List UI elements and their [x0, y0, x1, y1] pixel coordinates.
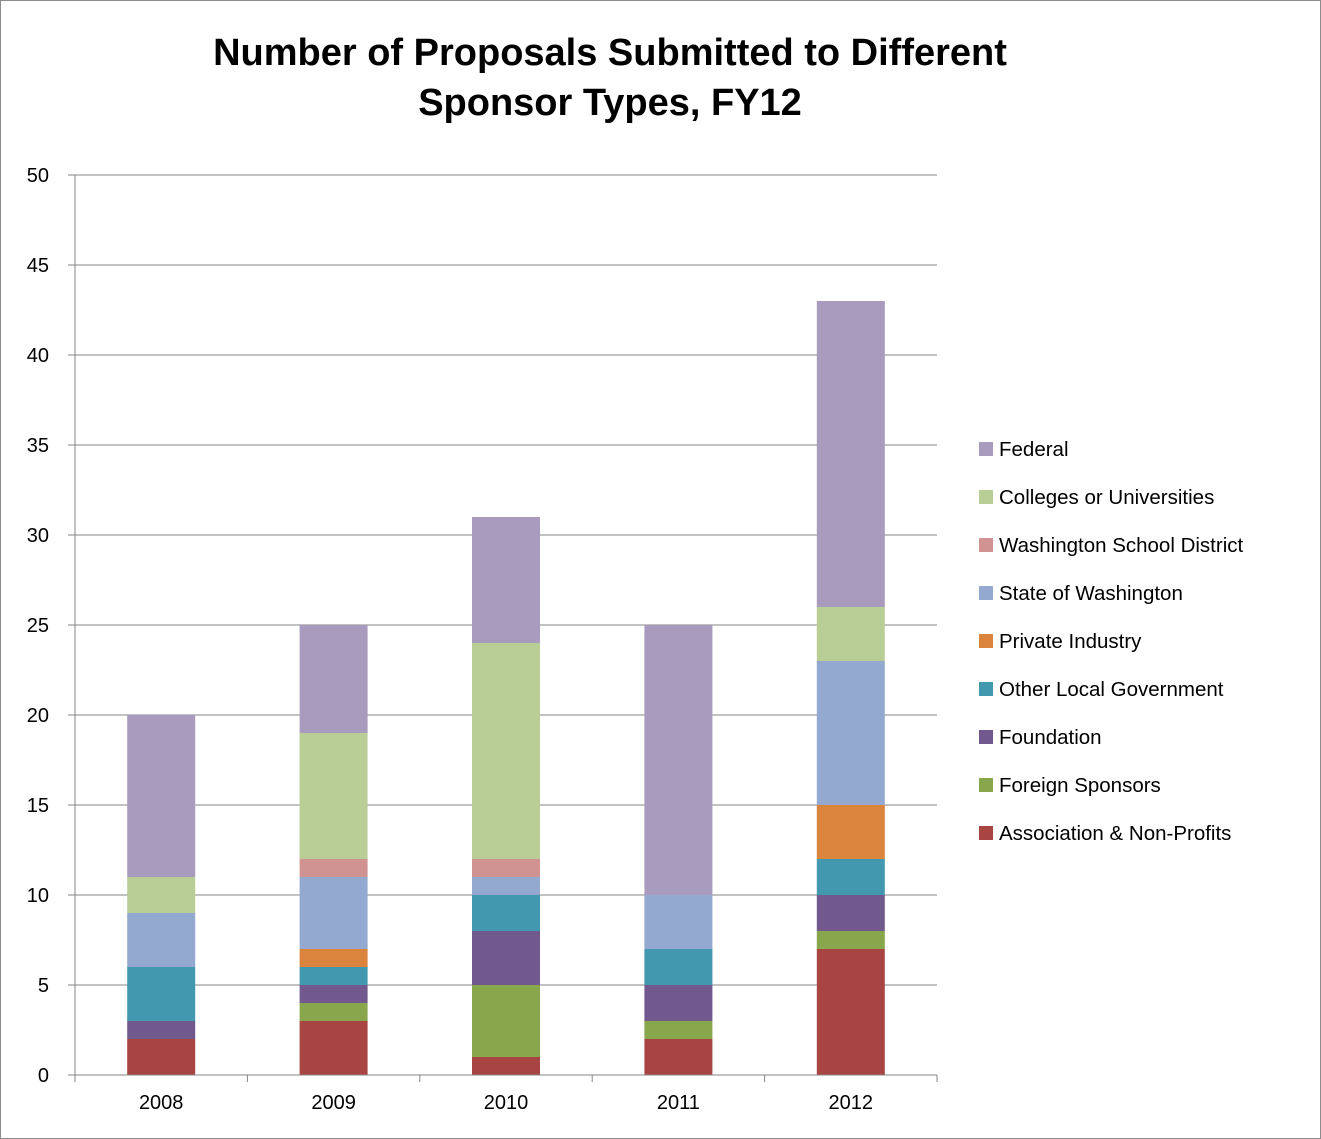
bar-segment [472, 1057, 540, 1075]
bar-segment [299, 733, 368, 859]
y-tick-label: 50 [27, 165, 49, 187]
bar-segment [299, 1003, 368, 1021]
x-tick-label: 2009 [311, 1092, 356, 1114]
legend-label: Other Local Government [999, 678, 1224, 701]
bar-segment [299, 967, 368, 985]
chart-title-line-2: Sponsor Types, FY12 [418, 82, 802, 124]
bar-segment [644, 949, 713, 985]
x-tick-label: 2011 [657, 1092, 700, 1114]
bar-segment [127, 1021, 196, 1039]
legend: Federal Colleges or Universities Washingto… [979, 438, 1244, 845]
legend-swatch [979, 682, 993, 696]
bar-segment [816, 607, 885, 661]
chart-title-line-1: Number of Proposals Submitted to Differe… [213, 32, 1007, 74]
legend-swatch [979, 538, 993, 552]
bar-segment [644, 895, 713, 949]
x-tick-label: 2010 [484, 1092, 529, 1114]
y-tick-label: 20 [27, 705, 49, 727]
bars [127, 301, 885, 1075]
bar-segment [472, 985, 540, 1057]
bar-segment [472, 895, 540, 931]
y-tick-label: 30 [27, 525, 49, 547]
bar-segment [299, 949, 368, 967]
legend-swatch [979, 442, 993, 456]
bar-segment [644, 985, 713, 1021]
axes: 0 5 10 15 20 25 30 35 40 45 50 2008 2009 2010 2011 2012 [27, 165, 938, 1114]
legend-swatch [979, 730, 993, 744]
bar-segment [472, 643, 540, 859]
legend-label: Federal [999, 438, 1069, 461]
legend-label: Private Industry [999, 630, 1142, 653]
legend-swatch [979, 490, 993, 504]
legend-label: Colleges or Universities [999, 486, 1214, 509]
legend-swatch [979, 586, 993, 600]
bar-segment [816, 661, 885, 805]
bar-segment [816, 301, 885, 607]
legend-swatch [979, 778, 993, 792]
bar-segment [644, 1021, 713, 1039]
bar-segment [299, 985, 368, 1003]
legend-swatch [979, 634, 993, 648]
bar-segment [472, 931, 540, 985]
legend-label: State of Washington [999, 582, 1183, 605]
y-tick-label: 15 [27, 795, 49, 817]
bar-segment [127, 715, 196, 877]
bar-segment [644, 1039, 713, 1075]
y-tick-label: 40 [27, 345, 49, 367]
y-tick-label: 45 [27, 255, 49, 277]
legend-label: Foundation [999, 726, 1102, 749]
y-tick-label: 25 [27, 615, 49, 637]
bar-segment [472, 517, 540, 643]
y-tick-label: 35 [27, 435, 49, 457]
bar-segment [816, 859, 885, 895]
bar-segment [299, 877, 368, 949]
bar-segment [472, 859, 540, 877]
bar-segment [816, 805, 885, 859]
y-tick-label: 5 [38, 975, 49, 997]
bar-segment [299, 859, 368, 877]
legend-swatch [979, 826, 993, 840]
bar-segment [472, 877, 540, 895]
y-tick-label: 0 [38, 1065, 49, 1087]
bar-segment [816, 931, 885, 949]
bar-segment [816, 949, 885, 1075]
legend-label: Foreign Sponsors [999, 774, 1161, 797]
bar-segment [127, 877, 196, 913]
chart-title: Number of Proposals Submitted to Differe… [60, 28, 1160, 128]
bar-segment [127, 1039, 196, 1075]
legend-label: Washington School District [999, 534, 1244, 557]
bar-segment [644, 625, 713, 895]
bar-segment [127, 913, 196, 967]
bar-segment [299, 625, 368, 733]
x-tick-label: 2012 [829, 1092, 874, 1114]
bar-segment [816, 895, 885, 931]
bar-segment [127, 967, 196, 1021]
bar-segment [299, 1021, 368, 1075]
legend-label: Association & Non-Profits [999, 822, 1231, 845]
y-tick-label: 10 [27, 885, 49, 907]
x-tick-label: 2008 [139, 1092, 184, 1114]
